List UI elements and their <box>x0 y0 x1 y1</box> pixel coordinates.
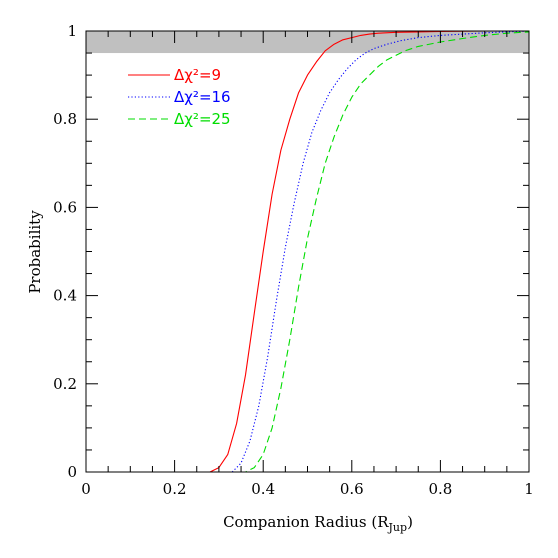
y-tick-label: 0.4 <box>53 287 77 305</box>
series-line-3 <box>86 31 530 473</box>
y-tick-label: 0.8 <box>53 110 77 128</box>
x-axis-title: Companion Radius (RJup) <box>223 513 413 534</box>
x-axis-title-main: Companion Radius (R <box>223 513 389 531</box>
y-tick-label: 0 <box>67 463 77 481</box>
series-line-1 <box>86 30 529 473</box>
x-axis-title-sub: Jup <box>388 521 408 534</box>
x-tick-label: 1 <box>524 480 534 498</box>
x-tick-label: 0 <box>81 480 91 498</box>
y-tick-label: 0.6 <box>53 198 77 216</box>
legend-label-3: Δχ²=25 <box>174 110 231 128</box>
y-axis-title: Probability <box>26 210 44 294</box>
x-tick-label: 0.2 <box>163 480 187 498</box>
x-tick-label: 0.6 <box>340 480 364 498</box>
tick-label-layer: 0 0.2 0.4 0.6 0.8 1 0 0.2 0.4 0.6 0.8 1 <box>53 22 534 498</box>
x-tick-label: 0.8 <box>428 480 452 498</box>
series-layer <box>86 30 530 473</box>
legend-label-1: Δχ²=9 <box>174 66 221 84</box>
x-tick-label: 0.4 <box>251 480 275 498</box>
legend-label-2: Δχ²=16 <box>174 88 231 106</box>
y-tick-label: 1 <box>67 22 77 40</box>
legend: Δχ²=9 Δχ²=16 Δχ²=25 <box>128 66 231 128</box>
y-tick-label: 0.2 <box>53 375 77 393</box>
x-axis-title-close: ) <box>407 513 413 531</box>
tick-layer <box>85 30 530 473</box>
